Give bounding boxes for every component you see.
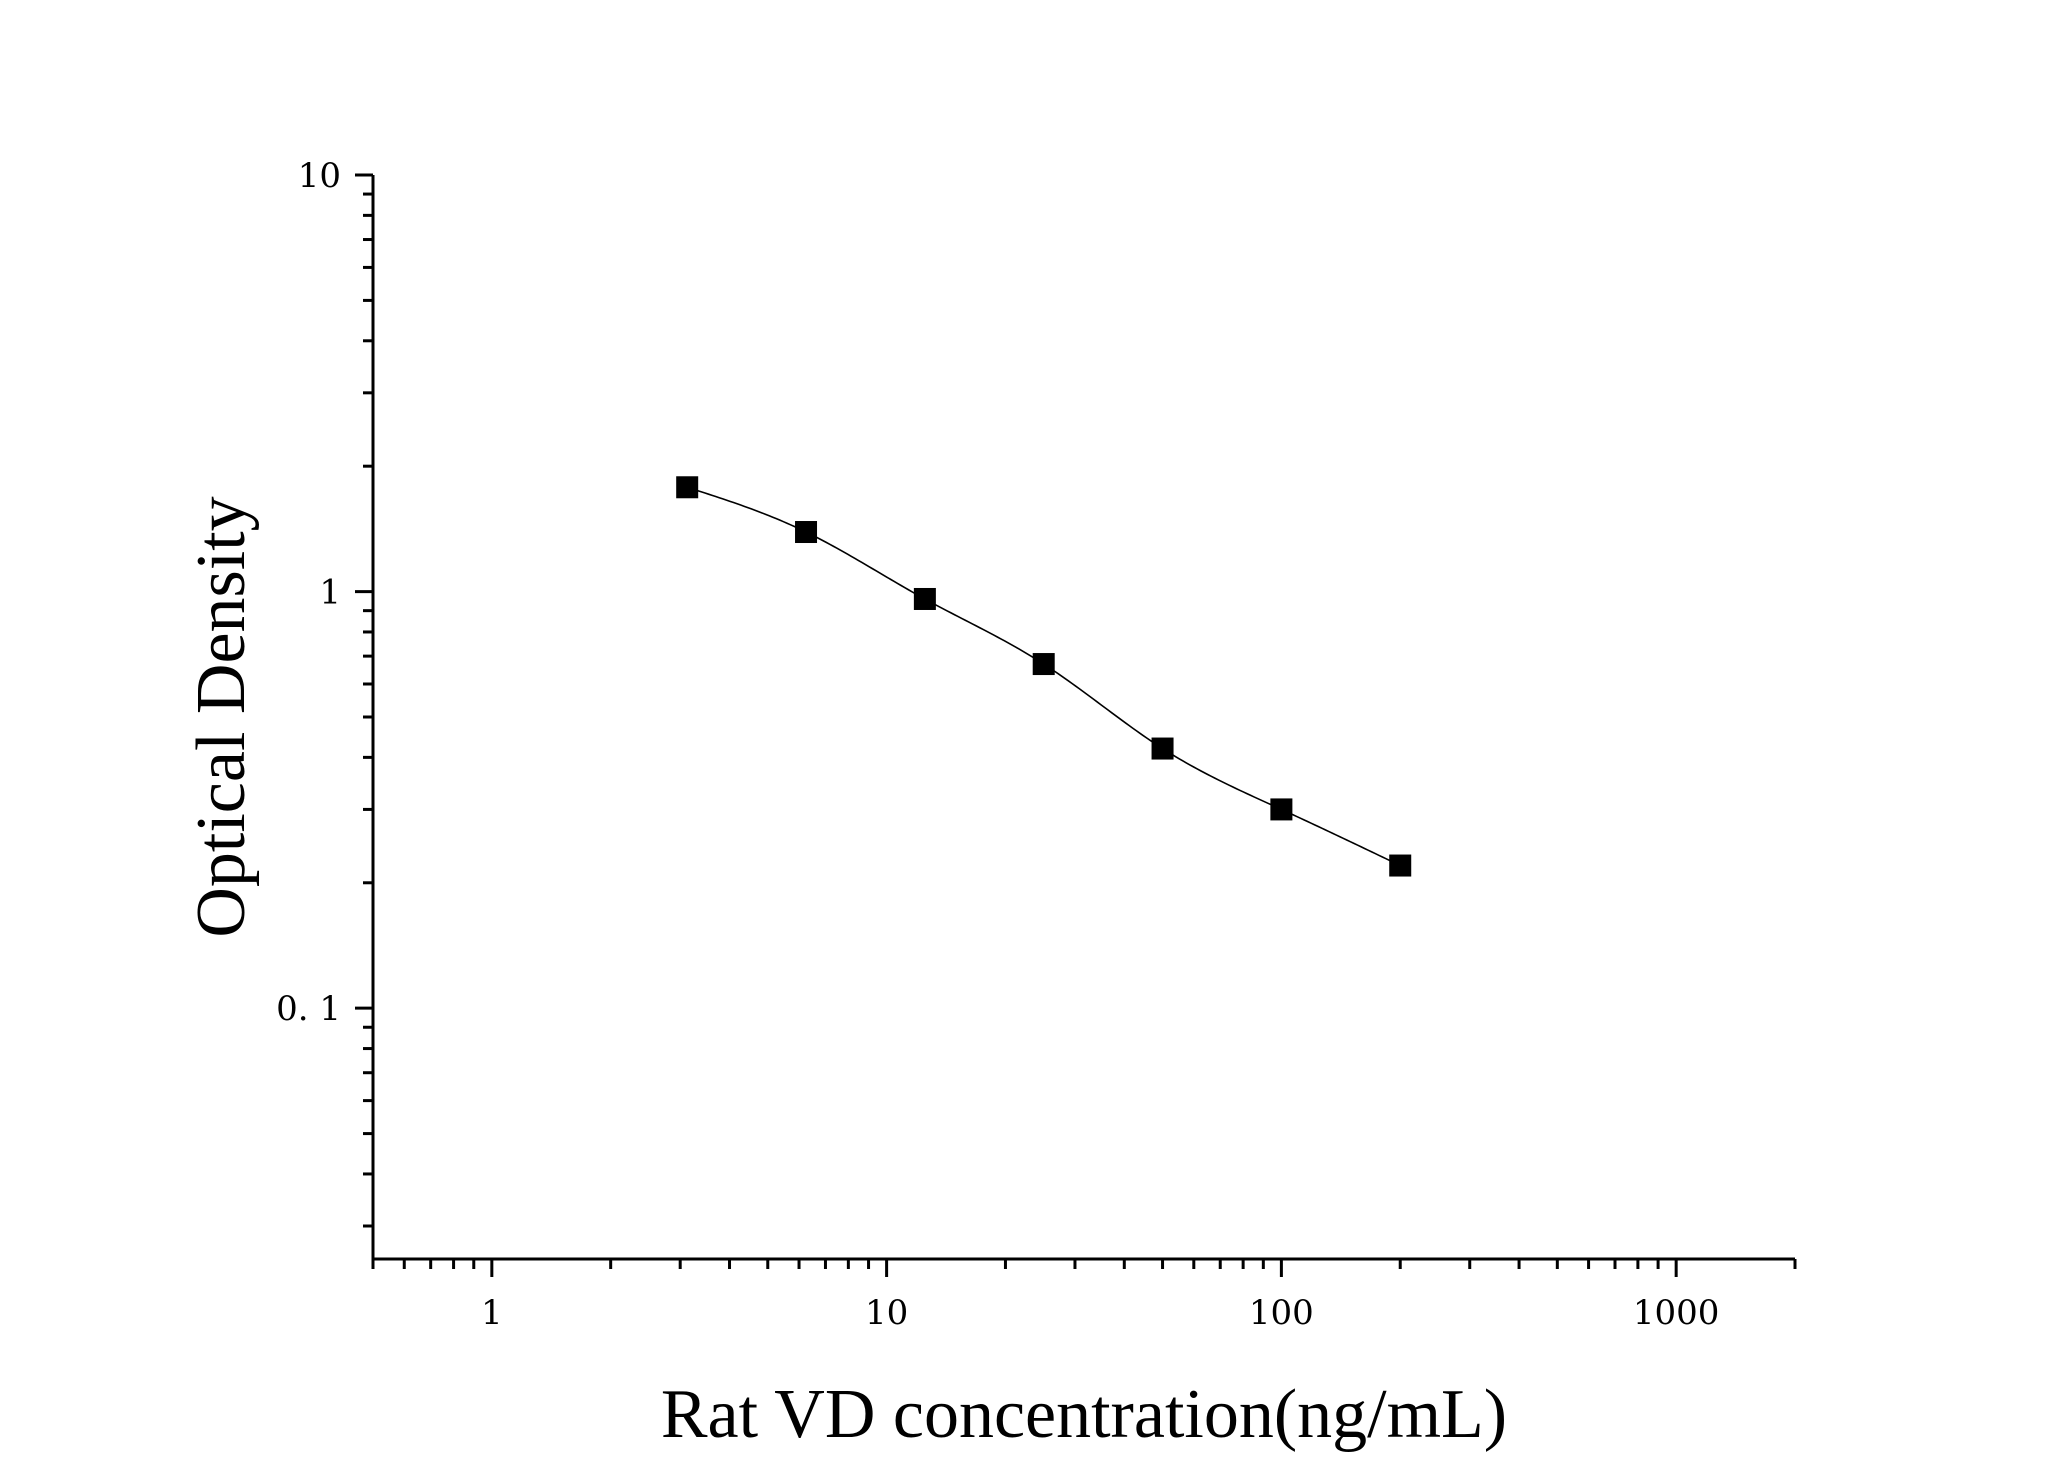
axes (355, 173, 1797, 1277)
x-axis-title: Rat VD concentration(ng/mL) (661, 1376, 1507, 1453)
x-tick-label: 10 (865, 1293, 908, 1333)
data-point (1032, 653, 1055, 676)
x-tick-label: 1000 (1633, 1293, 1720, 1333)
y-axis-title: Optical Density (183, 496, 260, 937)
data-point (795, 521, 818, 544)
data-point (1389, 854, 1412, 877)
fit-curve (686, 486, 1401, 867)
y-tick-labels: 0. 1 1 10 (276, 156, 341, 1029)
data-point (1151, 737, 1174, 760)
y-tick-label: 0. 1 (276, 989, 341, 1029)
data-point (1270, 798, 1293, 821)
y-tick-label: 10 (298, 156, 341, 196)
x-tick-label: 1 (481, 1293, 503, 1333)
data-markers (676, 476, 1412, 877)
x-tick-labels: 1 10 100 1000 (481, 1293, 1719, 1333)
x-tick-label: 100 (1249, 1293, 1314, 1333)
y-tick-label: 1 (319, 573, 341, 613)
data-point (913, 587, 936, 610)
data-point (676, 476, 699, 499)
x-ticks (371, 1259, 1797, 1277)
y-ticks (355, 173, 373, 1228)
